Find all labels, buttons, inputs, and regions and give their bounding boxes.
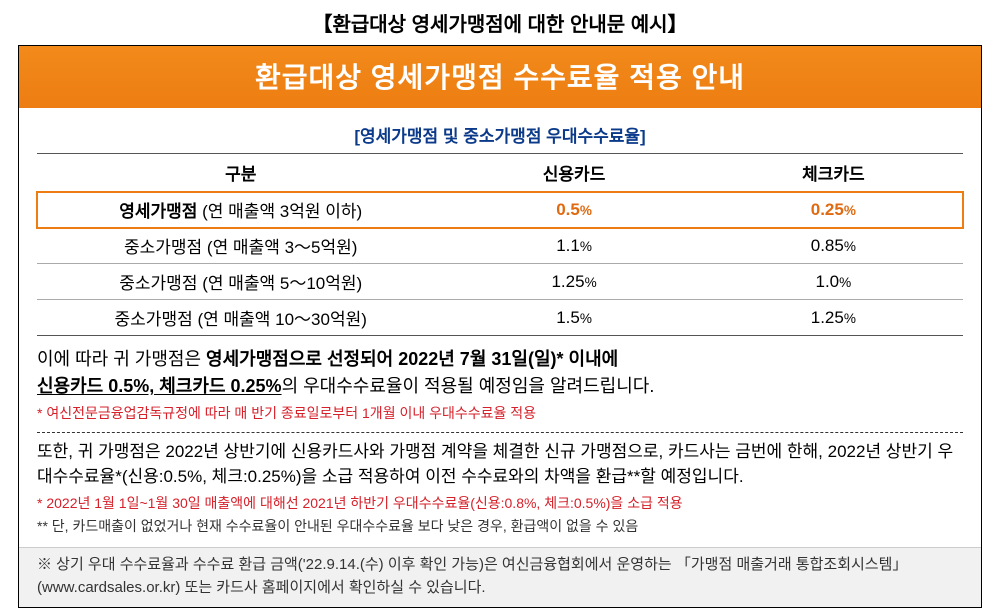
para1-pre: 이에 따라 귀 가맹점은 — [37, 349, 206, 369]
para1-bold-1: 영세가맹점으로 선정되어 2022년 7월 31일(일)* 이내에 — [206, 349, 618, 369]
table-row: 중소가맹점 (연 매출액 10～30억원)1.5%1.25% — [37, 300, 963, 336]
table-row: 중소가맹점 (연 매출액 5～10억원)1.25%1.0% — [37, 264, 963, 300]
red-footnote-2: * 2022년 1월 1일~1월 30일 매출액에 대해선 2021년 하반기 … — [37, 494, 963, 514]
cell-credit: 0.5% — [444, 192, 703, 228]
cell-credit: 1.5% — [444, 300, 703, 336]
banner-title: 환급대상 영세가맹점 수수료율 적용 안내 — [19, 46, 981, 108]
double-asterisk-note: ** 단, 카드매출이 없었거나 현재 수수료율이 안내된 우대수수료율 보다 … — [37, 516, 963, 537]
cell-check: 0.25% — [704, 192, 963, 228]
cell-category: 영세가맹점 (연 매출액 3억원 이하) — [37, 192, 444, 228]
col-header-check: 체크카드 — [704, 154, 963, 192]
col-header-credit: 신용카드 — [444, 154, 703, 192]
table-row: 중소가맹점 (연 매출액 3～5억원)1.1%0.85% — [37, 228, 963, 264]
cell-check: 1.25% — [704, 300, 963, 336]
document-frame: 환급대상 영세가맹점 수수료율 적용 안내 [영세가맹점 및 중소가맹점 우대수… — [18, 45, 982, 608]
red-footnote-1: * 여신전문금융업감독규정에 따라 매 반기 종료일로부터 1개월 이내 우대수… — [37, 404, 963, 424]
outer-title: 【환급대상 영세가맹점에 대한 안내문 예시】 — [18, 8, 982, 37]
cell-credit: 1.25% — [444, 264, 703, 300]
cell-check: 0.85% — [704, 228, 963, 264]
bottom-footnote: ※ 상기 우대 수수료율과 수수료 환급 금액('22.9.14.(수) 이후 … — [19, 547, 981, 607]
cell-check: 1.0% — [704, 264, 963, 300]
cell-category: 중소가맹점 (연 매출액 10～30억원) — [37, 300, 444, 336]
para1-bold-2: 신용카드 0.5%, 체크카드 0.25% — [37, 376, 282, 396]
table-row: 영세가맹점 (연 매출액 3억원 이하)0.5%0.25% — [37, 192, 963, 228]
cell-category: 중소가맹점 (연 매출액 5～10억원) — [37, 264, 444, 300]
paragraph-1: 이에 따라 귀 가맹점은 영세가맹점으로 선정되어 2022년 7월 31일(일… — [37, 346, 963, 400]
divider — [37, 432, 963, 433]
subtitle: [영세가맹점 및 중소가맹점 우대수수료율] — [37, 122, 963, 147]
para1-rest: 의 우대수수료율이 적용될 예정임을 알려드립니다. — [282, 376, 655, 396]
col-header-category: 구분 — [37, 154, 444, 192]
cell-category: 중소가맹점 (연 매출액 3～5억원) — [37, 228, 444, 264]
cell-credit: 1.1% — [444, 228, 703, 264]
fee-rate-table: 구분 신용카드 체크카드 영세가맹점 (연 매출액 3억원 이하)0.5%0.2… — [37, 153, 963, 336]
paragraph-2: 또한, 귀 가맹점은 2022년 상반기에 신용카드사와 가맹점 계약을 체결한… — [37, 439, 963, 490]
